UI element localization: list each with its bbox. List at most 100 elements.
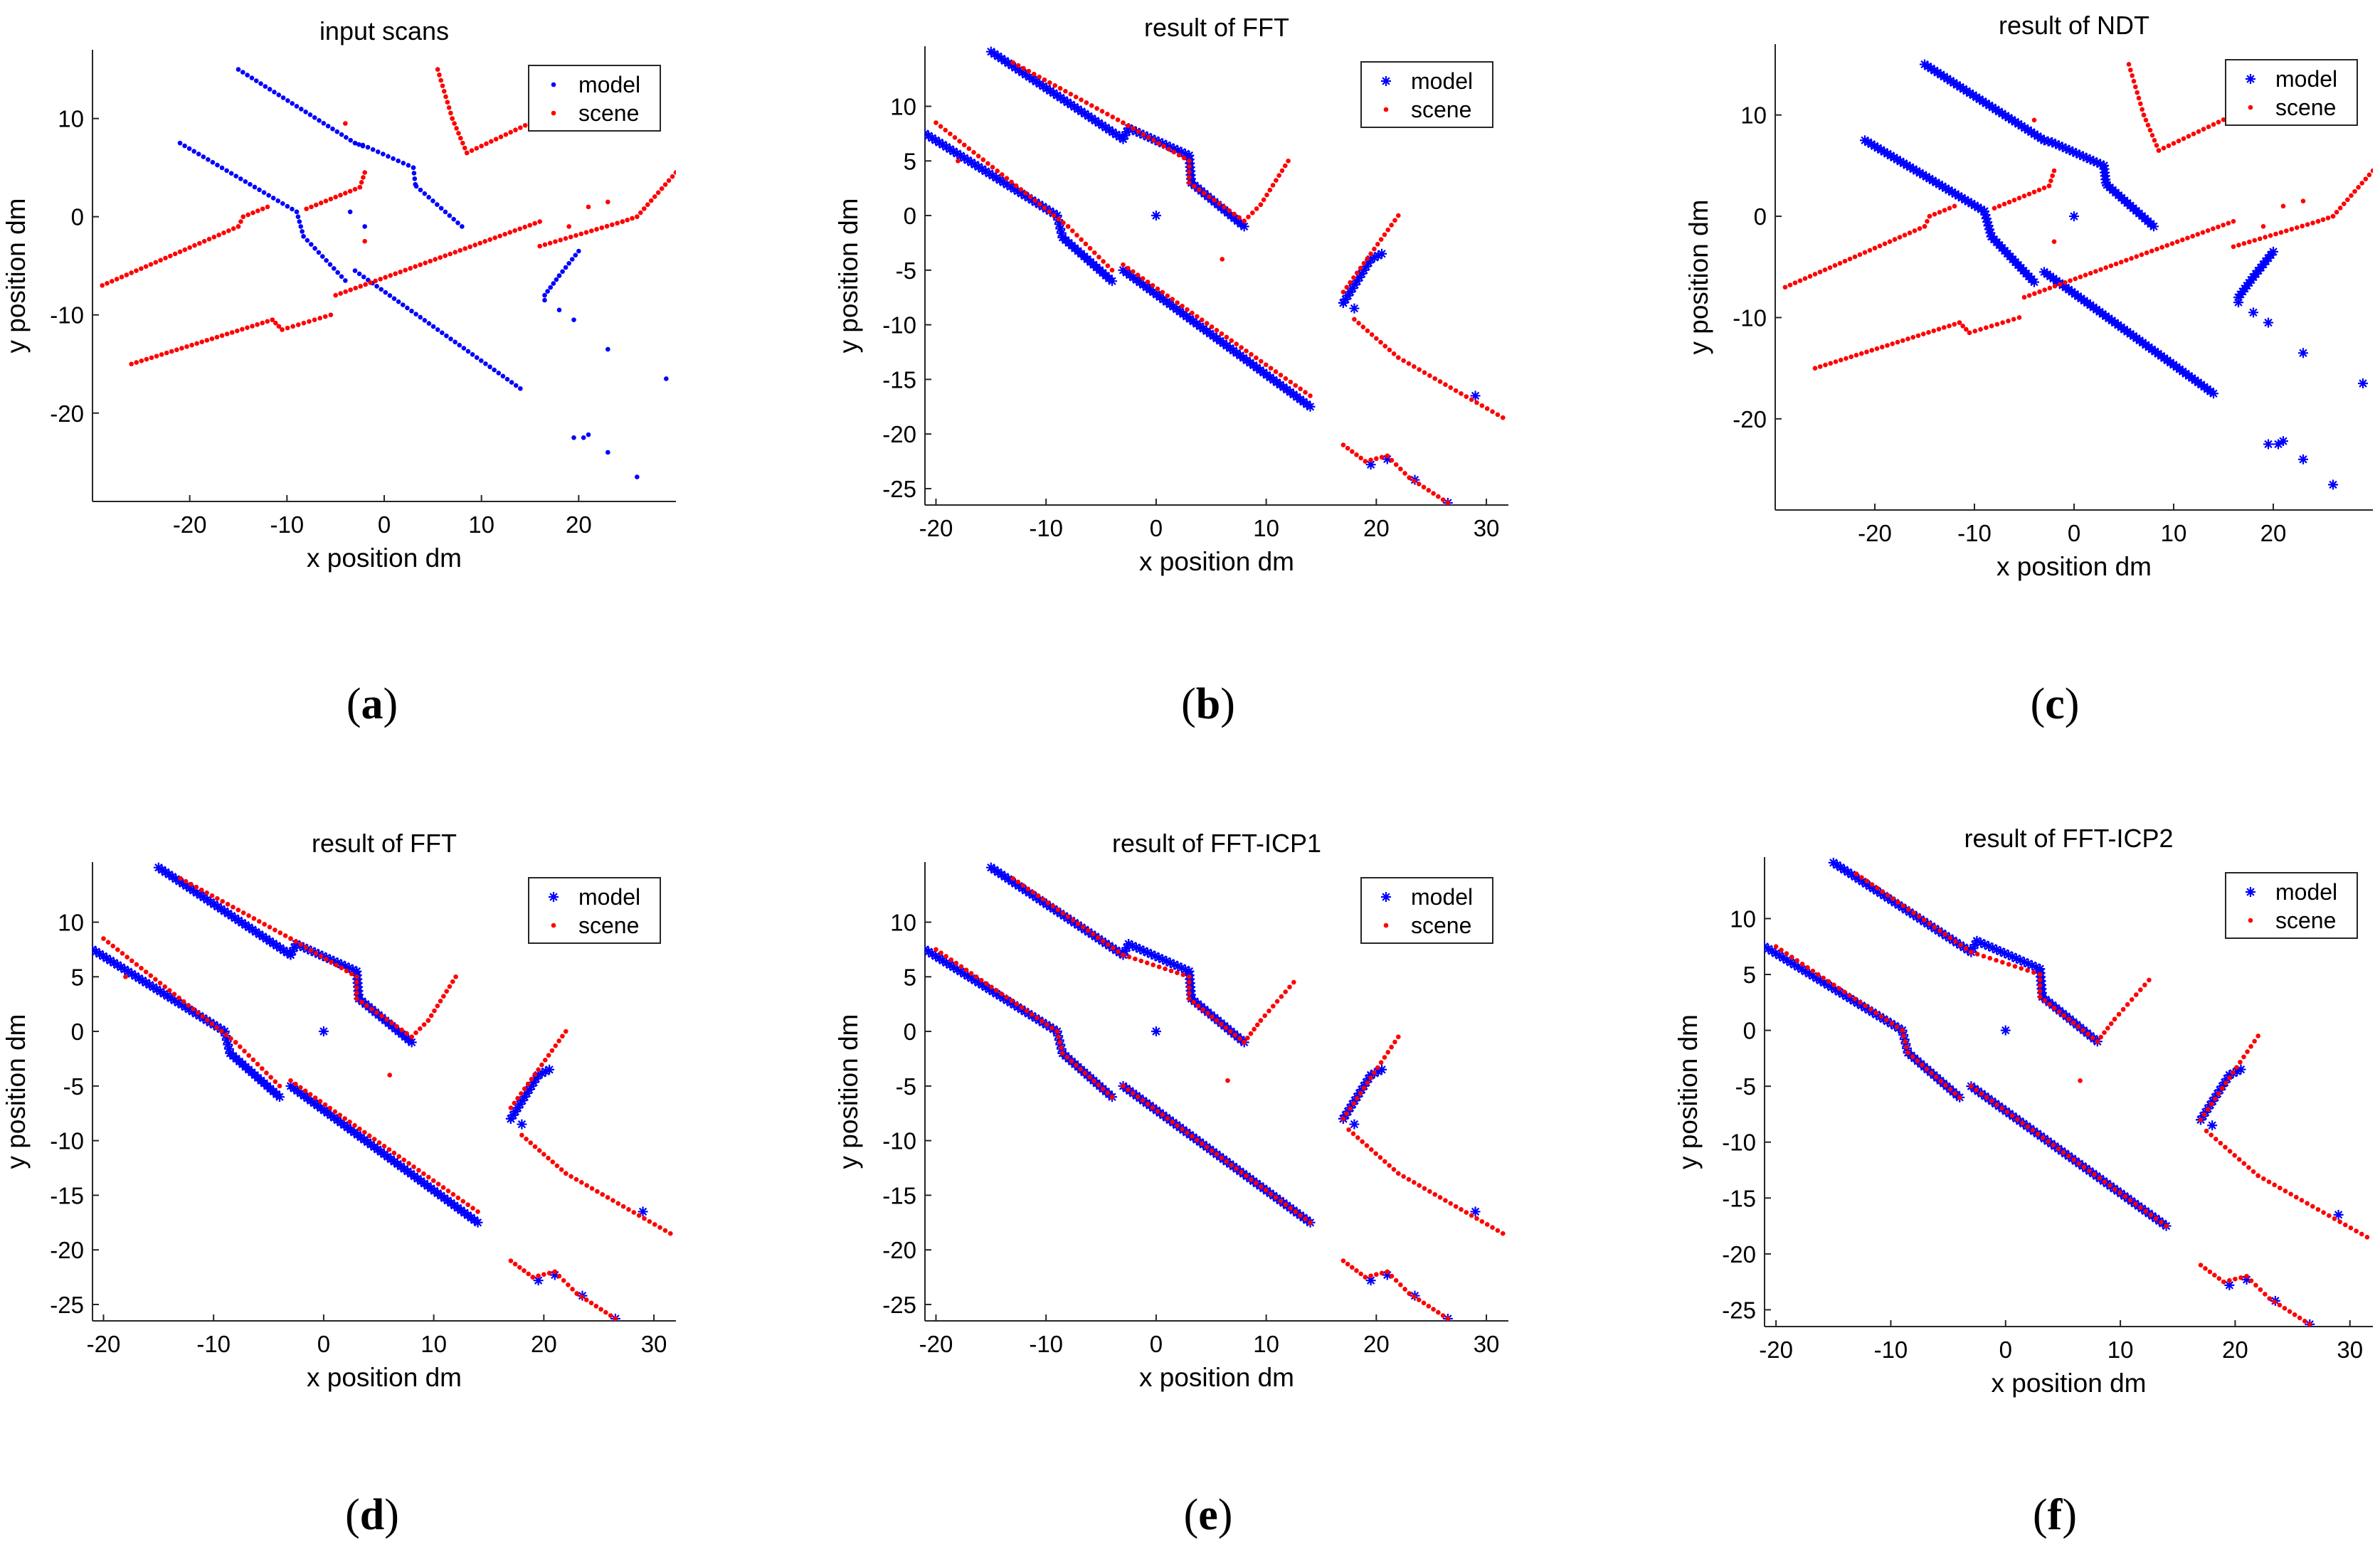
scene-point [2219,1085,2225,1091]
model-point [1876,888,1886,898]
model-point [1815,975,1826,986]
scene-point [1902,233,1908,238]
y-tick-label: -25 [50,1292,84,1318]
model-point [998,993,1009,1004]
scene-point [1291,979,1296,985]
scene-point [206,236,212,242]
scene-point [348,287,353,292]
scene-point [1074,233,1079,238]
model-point [985,862,996,873]
scene-point [1459,1207,1464,1212]
scene-point [507,230,512,235]
scene-point [158,257,163,263]
scene-point [1994,322,2000,327]
scene-point [1031,71,1037,77]
scene-point [1942,932,1948,937]
scene-point [938,124,943,129]
model-point [243,179,248,184]
scene-point [357,1126,362,1132]
scene-point [1057,1040,1062,1045]
scene-point [2102,1179,2107,1184]
model-point [1945,75,1956,86]
model-point [560,269,565,275]
scene-point [2310,1204,2315,1209]
scene-point [441,994,446,999]
scene-point [1936,326,1942,332]
scene-point [1426,487,1432,493]
scene-point [255,1061,260,1067]
scene-point [1187,979,1192,985]
model-point [1173,961,1183,972]
scene-point [1440,1313,1446,1318]
scene-point [1150,282,1155,288]
model-point [1981,213,1992,224]
scene-point [2191,131,2196,137]
model-point [2298,348,2308,358]
scene-point [197,240,202,246]
legend-box [2225,59,2358,126]
scene-point [260,206,265,211]
scene-point [1852,997,1858,1002]
model-point [945,960,956,970]
model-point [1356,1084,1367,1095]
scene-point [1912,228,1918,233]
scene-point [1440,497,1446,502]
model-point [201,154,206,159]
scene-point [532,1144,538,1149]
scene-point [1085,928,1091,933]
scene-point [1448,1201,1454,1206]
model-point [261,190,267,196]
legend-label-scene: scene [2275,95,2336,120]
scene-point [952,135,958,140]
panel-label-d: (d) [345,1491,399,1539]
model-point [2092,157,2103,168]
scene-point [354,985,359,990]
scene-point [2093,269,2098,274]
scene-point [594,227,599,232]
model-point [2224,1070,2235,1080]
model-point [1013,65,1024,75]
scene-point [1199,1141,1205,1146]
model-point [989,48,1000,59]
scene-point [1500,1231,1506,1236]
scene-point [615,1201,621,1206]
scene-point [1025,886,1031,891]
scene-point [1817,364,1823,369]
scene-point [2332,1216,2337,1221]
scene-point [428,1013,434,1019]
scene-point [328,196,334,202]
model-point [1804,968,1814,979]
scene-point [2105,1026,2110,1031]
scene-point [1045,900,1051,905]
scene-point [2325,216,2331,221]
scene-point [2221,117,2226,122]
scene-point [1957,1095,1962,1100]
y-tick-label: -20 [50,1237,84,1263]
scene-point [2179,237,2185,243]
model-point [1090,115,1101,126]
scene-point [662,1228,668,1233]
scene-point [1049,1025,1054,1031]
scene-point [1847,256,1853,262]
scene-point [298,942,304,947]
model-point [92,946,102,957]
model-point [1898,158,1909,169]
scene-point [1345,1261,1350,1267]
model-point [253,78,259,83]
scene-point [1894,1024,1900,1029]
y-tick-label: 0 [904,1019,916,1045]
scene-point [2305,222,2310,227]
model-point [2039,135,2049,146]
model-point [2061,143,2071,154]
model-point [1979,939,1990,950]
model-point [2036,133,2046,144]
scene-point [2221,1279,2226,1285]
model-point [1123,939,1134,950]
scene-point [428,258,433,264]
model-point [312,245,317,251]
model-point [294,209,300,215]
legend-label-scene: scene [578,100,639,126]
scene-point [1254,1022,1260,1028]
scene-point [1166,147,1172,152]
model-point [134,973,144,984]
